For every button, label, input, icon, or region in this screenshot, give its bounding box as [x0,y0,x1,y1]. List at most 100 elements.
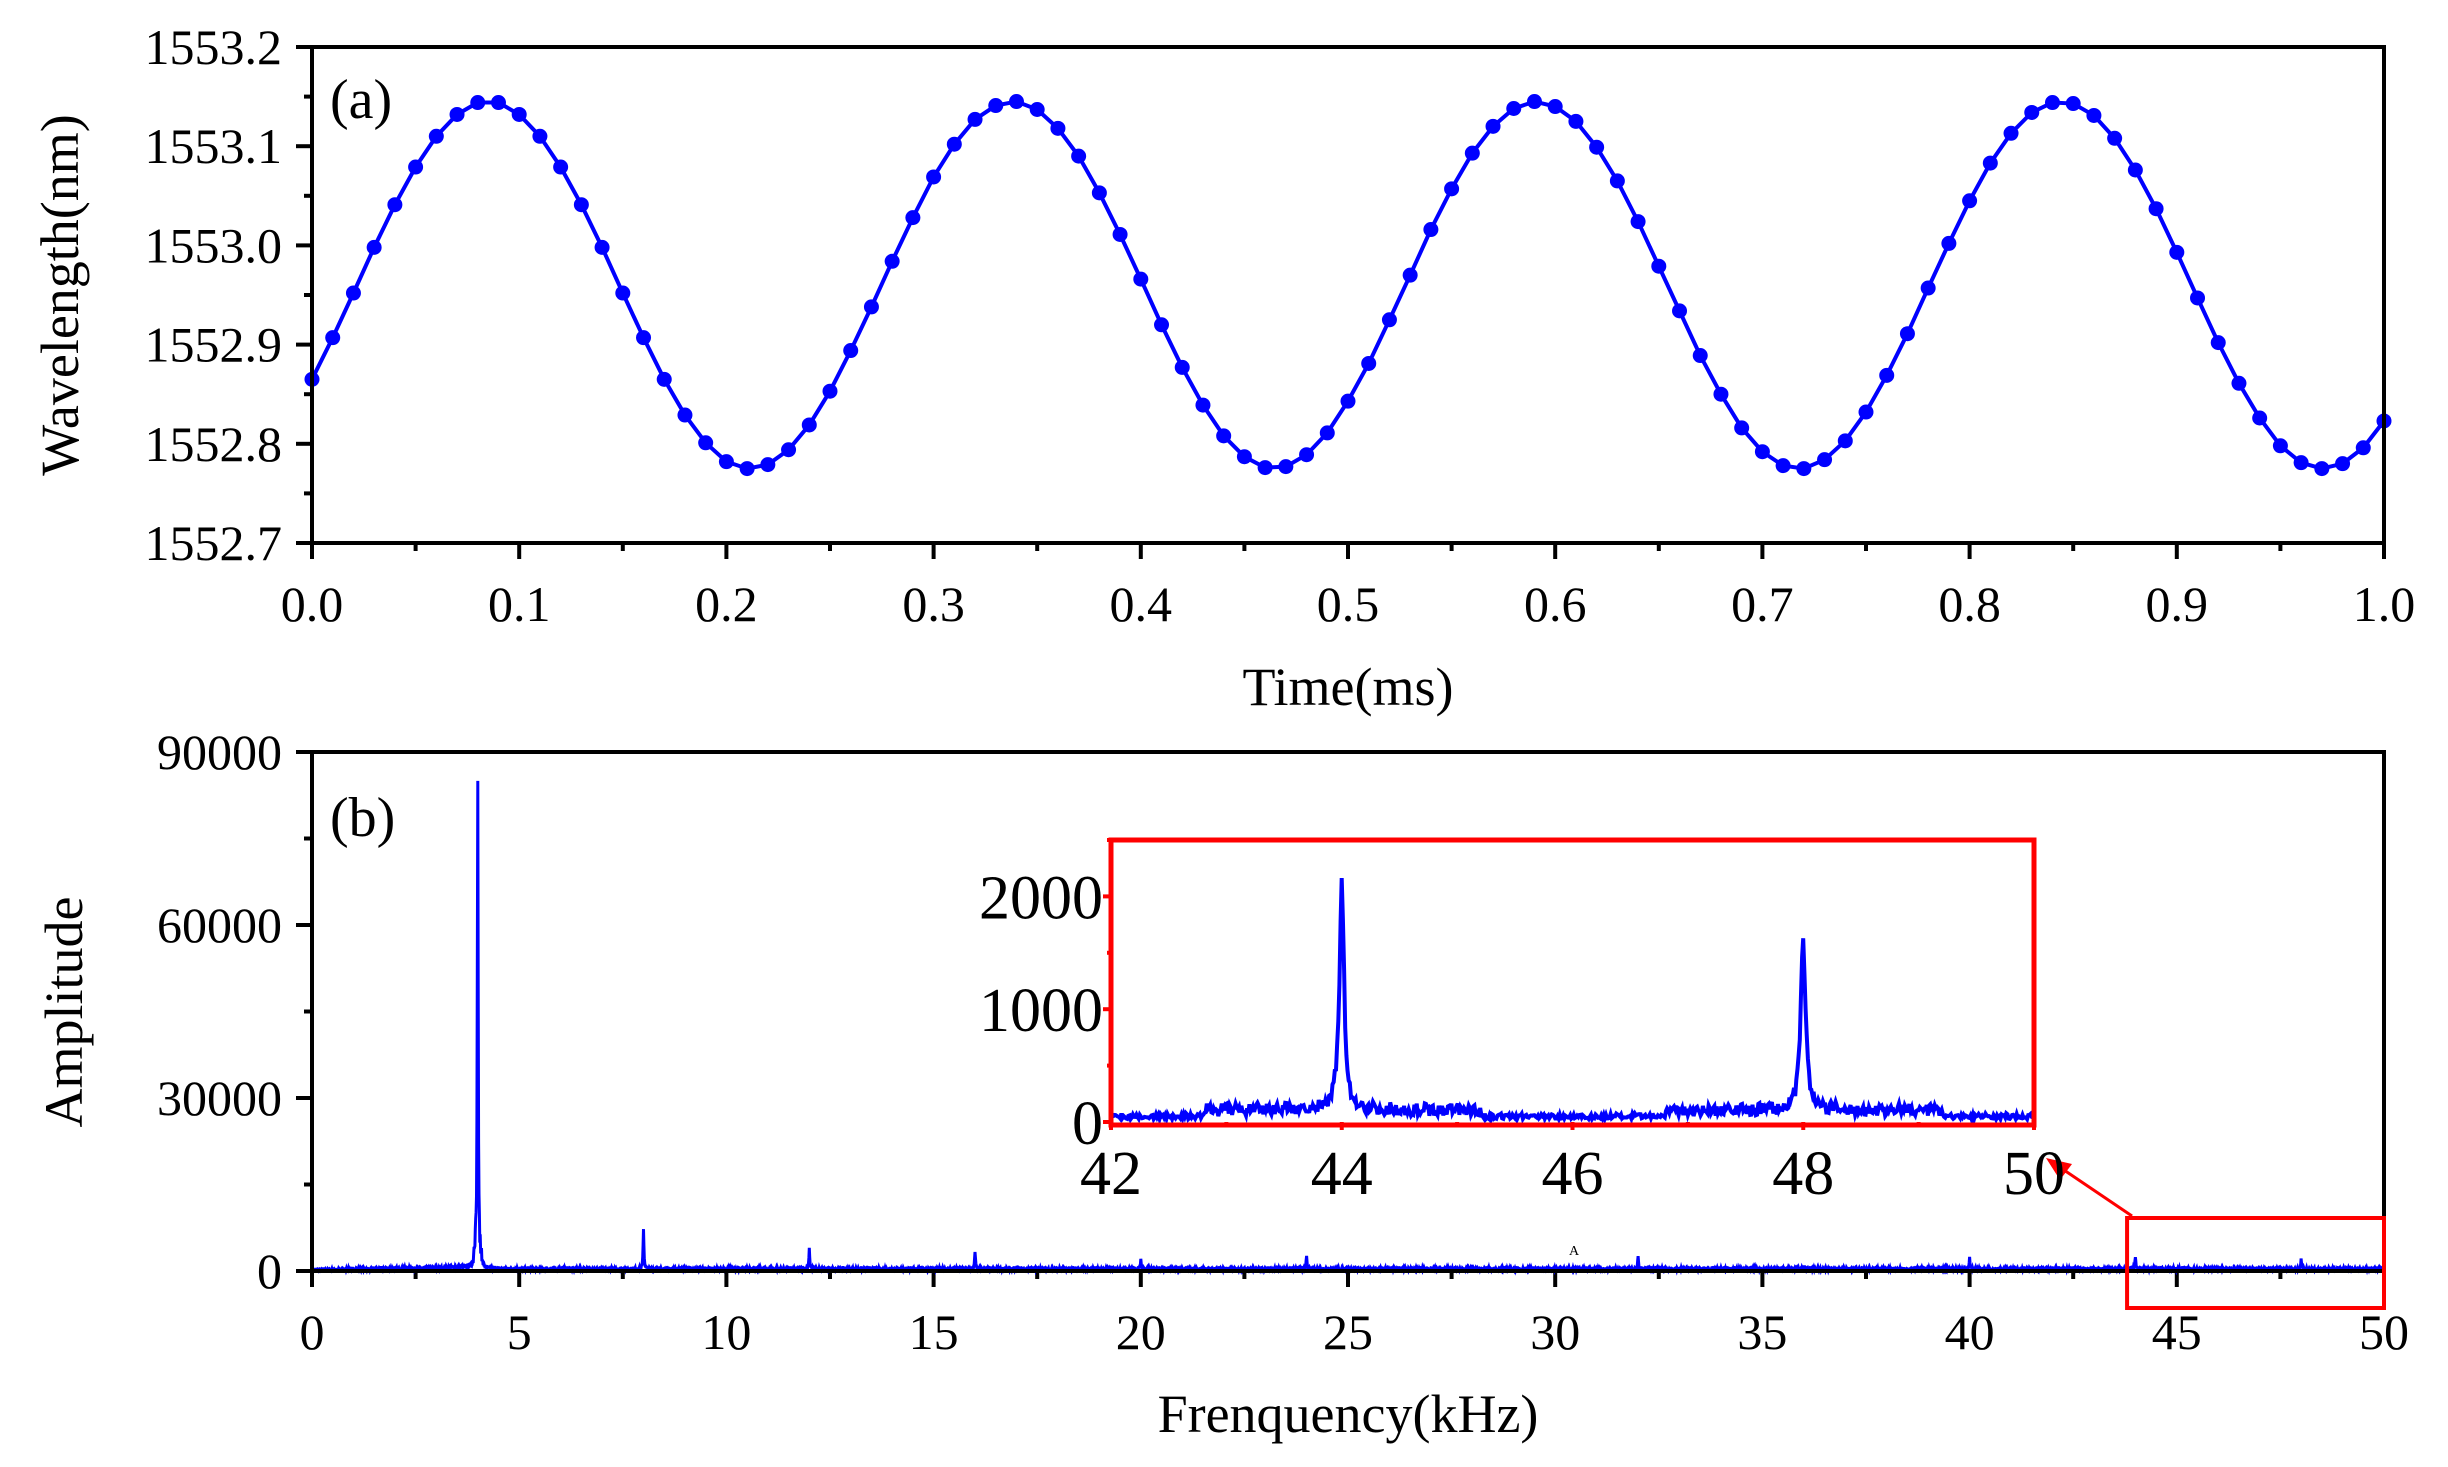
y-tick-label: 0 [1072,1090,1103,1158]
panel-a-label: (a) [330,69,392,131]
x-tick-label: 0.0 [281,576,344,632]
data-point [1962,193,1978,209]
data-point [387,197,403,213]
data-point [739,461,755,477]
data-point [325,330,341,346]
x-tick-label: 45 [2152,1304,2202,1360]
data-point [1775,458,1791,474]
data-point [718,454,734,470]
data-point [946,136,962,152]
y-tick-label: 60000 [157,897,282,953]
data-point [884,253,900,269]
data-point [615,285,631,301]
x-tick-label: 0.8 [1938,576,2001,632]
panel-b-x-axis-title: Frenquency(kHz) [1158,1384,1539,1444]
data-point [1547,99,1563,115]
data-point [1361,355,1377,371]
panel-b-ticks: 0 5 10 15 20 25 30 35 40 45 50 0 30000 60000 90000 [157,724,2409,1360]
data-point [926,169,942,185]
highlight-box [2125,1216,2387,1310]
panel-b: 0 5 10 15 20 25 30 35 40 45 50 0 30000 60000 90000 (b)… [34,724,2409,1444]
data-point [1526,94,1542,110]
data-point [698,435,714,451]
data-point [2355,440,2371,456]
data-point [801,417,817,433]
data-point [1734,420,1750,436]
data-point [1133,271,1149,287]
data-point [781,442,797,458]
data-point [1817,452,1833,468]
data-point [1651,258,1667,274]
data-point [2148,201,2164,217]
y-tick-label: 1552.9 [145,317,283,373]
data-point [2190,290,2206,306]
data-point [1609,173,1625,189]
data-point [1796,461,1812,477]
data-point [2335,456,2351,472]
panel-a-x-axis-title: Time(ms) [1242,657,1453,717]
panel-b-frame [310,750,2386,1273]
arrow-head-icon [2046,1158,2072,1180]
data-point [1071,148,1087,164]
data-point [1278,459,1294,475]
data-point [967,111,983,127]
data-point [2086,107,2102,123]
data-point [988,98,1004,114]
data-point [1982,155,1998,171]
inset-frame [1108,837,2037,1128]
x-tick-label: 48 [1772,1140,1834,1208]
panel-b-label: (b) [330,787,395,849]
data-point [2169,244,2185,260]
x-tick-label: 42 [1080,1140,1142,1208]
data-point [449,106,465,122]
y-tick-label: 1553.2 [145,19,283,75]
data-point [1464,145,1480,161]
data-point [490,95,506,111]
inset-background [1111,840,2034,1125]
data-point [656,371,672,387]
data-point [1050,120,1066,136]
x-tick-label: 40 [1945,1304,1995,1360]
panel-a-y-axis-title: Wavelength(nm) [30,114,90,476]
data-point [2003,125,2019,141]
x-tick-label: 15 [909,1304,959,1360]
data-point [677,407,693,423]
data-point [1630,214,1646,230]
data-point [1485,118,1501,134]
data-point [594,239,610,255]
data-point [428,128,444,144]
data-point [366,239,382,255]
data-point [1899,326,1915,342]
data-point [1837,433,1853,449]
x-tick-label: 46 [1542,1140,1604,1208]
x-tick-label: 0.1 [488,576,551,632]
x-tick-label: 0.2 [695,576,758,632]
x-tick-label: 25 [1323,1304,1373,1360]
data-point [2044,95,2060,111]
inset-series [1109,878,2036,1127]
x-tick-label: 0.6 [1524,576,1587,632]
inset-ticks: 42 44 46 48 50 0 1000 2000 [979,838,2065,1208]
data-point [1754,444,1770,460]
data-point [2127,162,2143,178]
data-point [1858,404,1874,420]
data-point [2231,375,2247,391]
data-point [636,330,652,346]
y-tick-label: 1000 [979,977,1103,1045]
y-tick-label: 30000 [157,1070,282,1126]
y-tick-label: 0 [257,1243,282,1299]
data-point [345,285,361,301]
data-point [470,95,486,111]
data-point [905,210,921,226]
y-tick-label: 2000 [979,864,1103,932]
inset-arrow [2046,1158,2133,1218]
x-tick-label: 10 [701,1304,751,1360]
data-point [1299,447,1315,463]
data-point [1319,425,1335,441]
panel-a-ticks: 0.0 0.1 0.2 0.3 0.4 0.5 0.6 0.7 0.8 0.9 1.0 1552.7 1… [145,19,2416,632]
y-tick-label: 1552.7 [145,515,283,571]
x-tick-label: 0.9 [2146,576,2209,632]
x-tick-label: 30 [1530,1304,1580,1360]
data-point [1402,267,1418,283]
